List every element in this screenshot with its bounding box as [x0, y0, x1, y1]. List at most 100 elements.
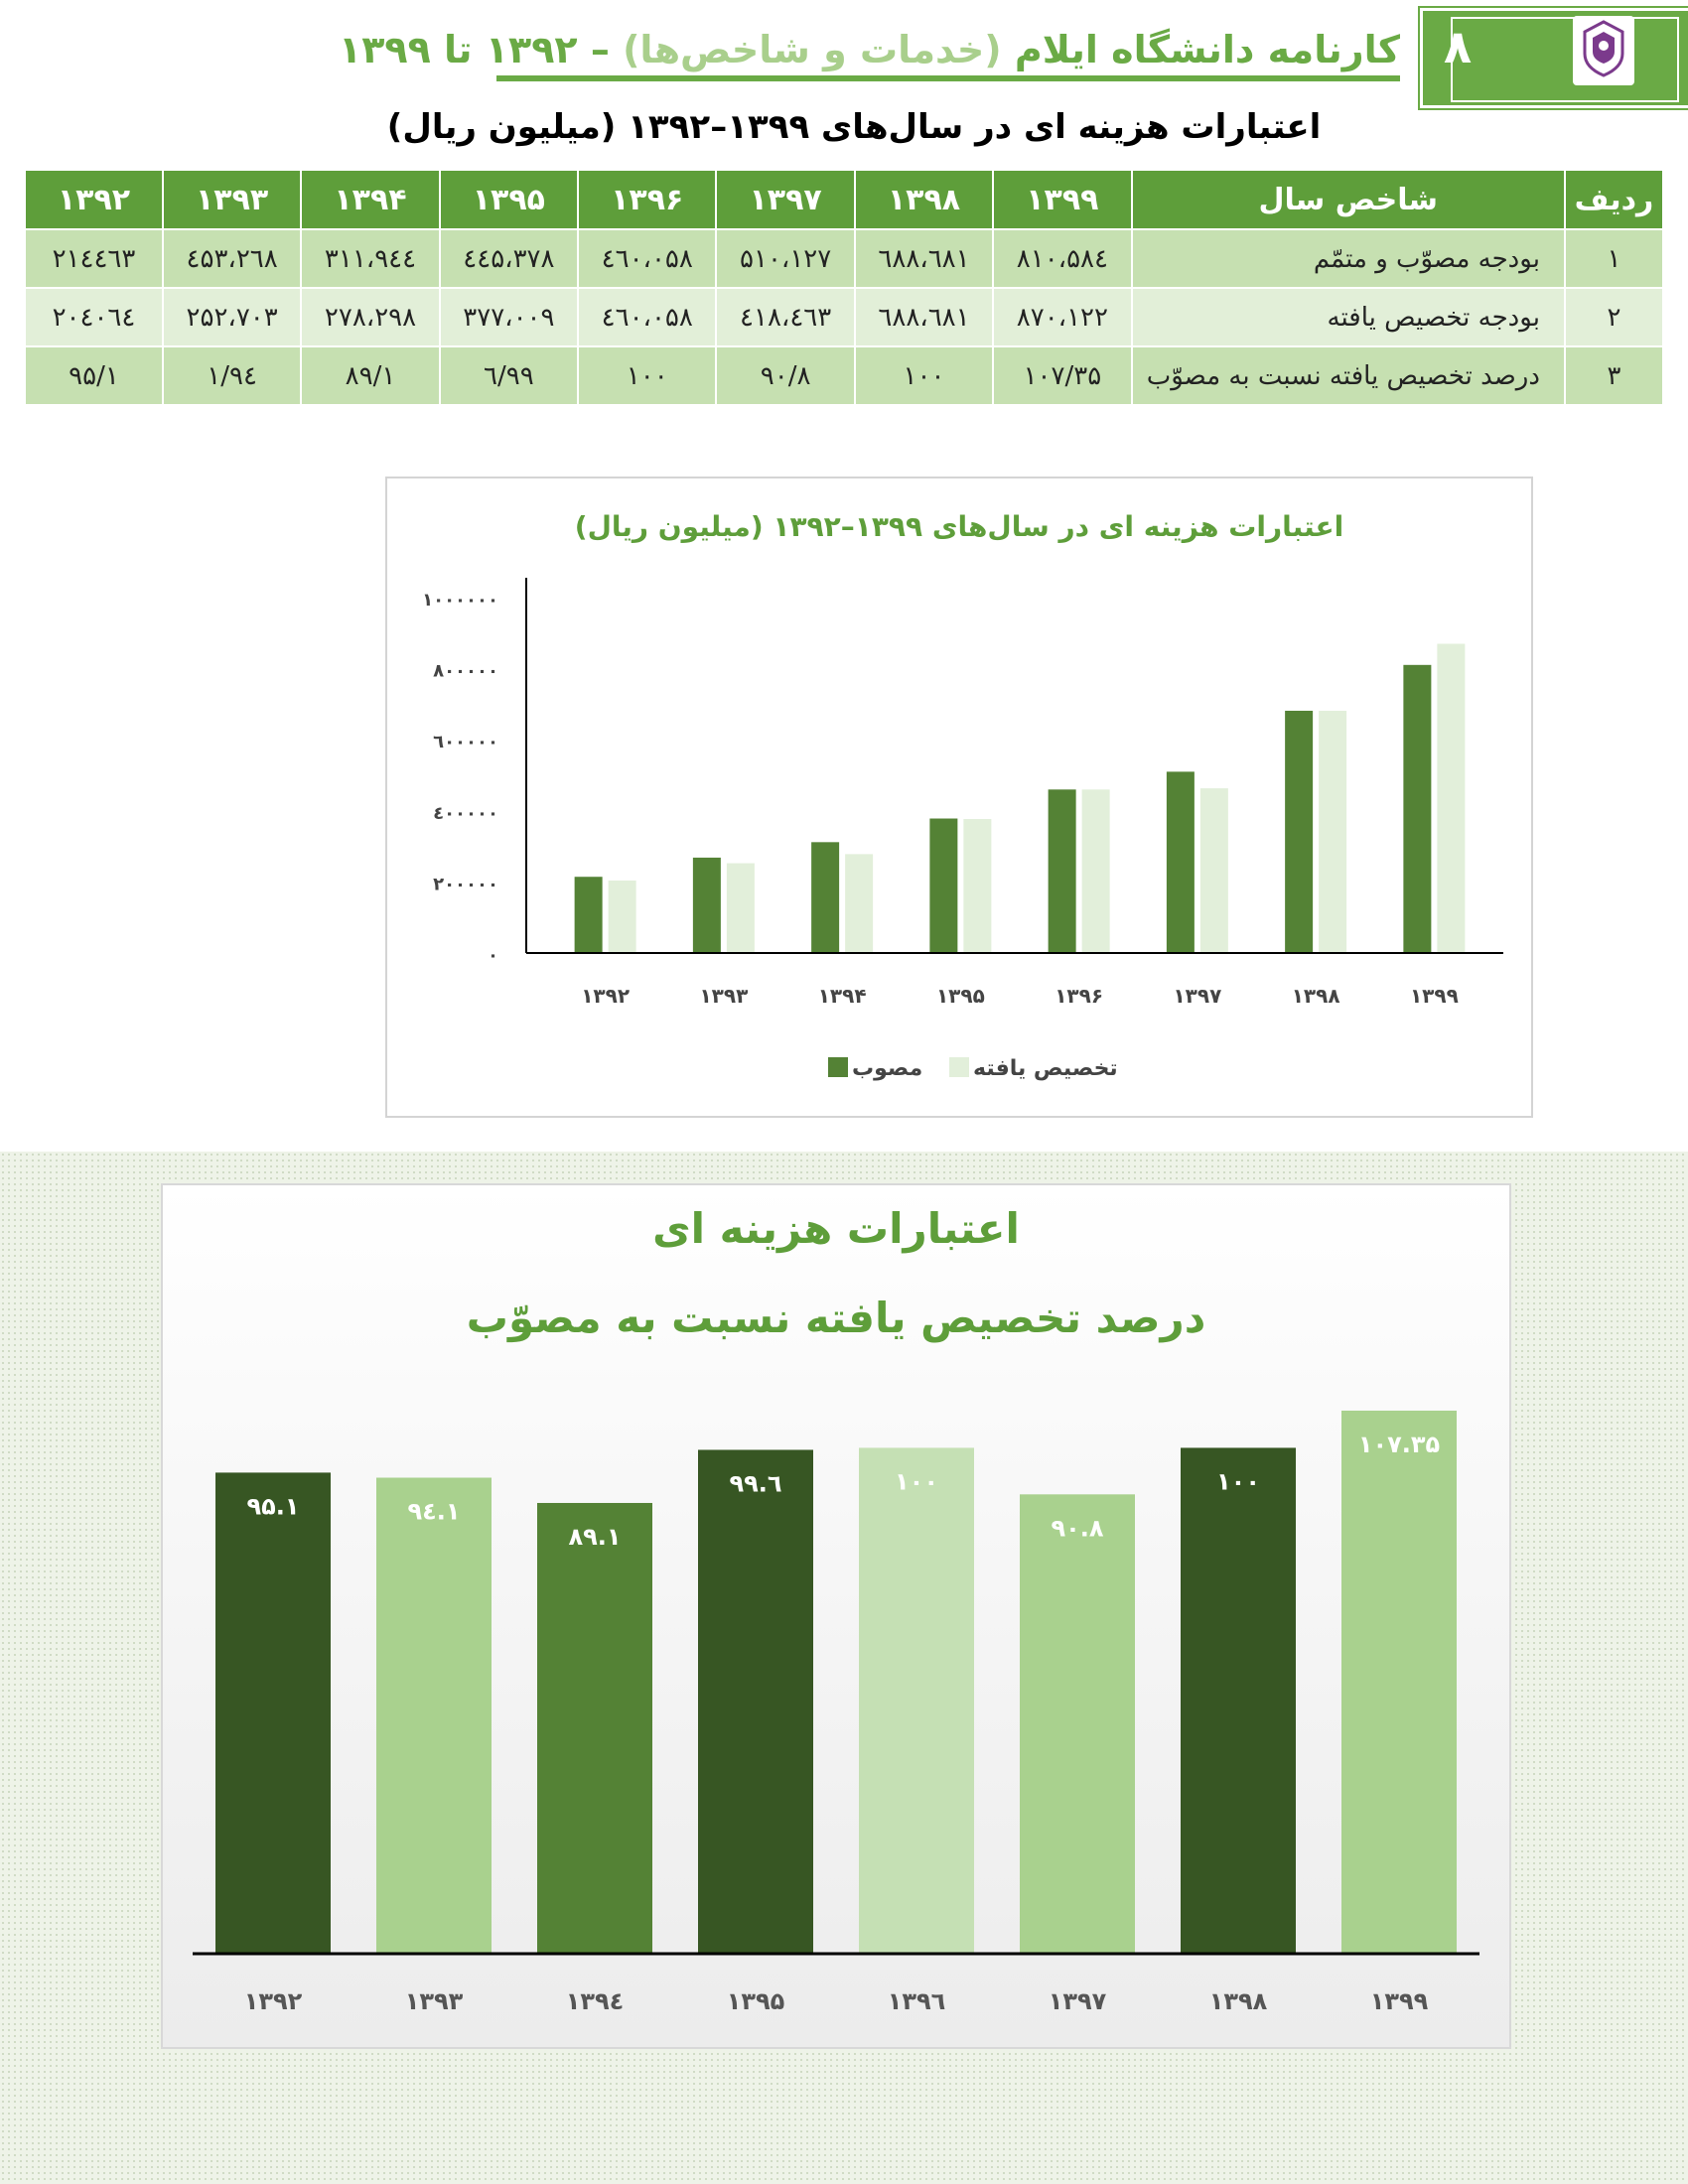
- percent-bar: [376, 1477, 492, 1954]
- chart1-y-axis: ۰ ۲۰۰۰۰۰ ٤۰۰۰۰۰ ٦۰۰۰۰۰ ۸۰۰۰۰۰ ۱۰۰۰۰۰۰: [422, 578, 527, 966]
- table-header-cell: ۱۳۹۷: [715, 169, 856, 230]
- y-tick-label: ۸۰۰۰۰۰: [433, 661, 498, 682]
- university-seal-icon: [1573, 16, 1634, 85]
- table-header-cell: ۱۳۹۶: [577, 169, 718, 230]
- chart-grouped-bar: اعتبارات هزینه ای در سال‌های ۱۳۹۹–۱۳۹۲ (…: [385, 477, 1533, 1118]
- x-tick-label: ۱۳۹۴: [818, 984, 867, 1008]
- table-cell: ٤٦۰،۰۵۸: [577, 287, 718, 347]
- bar-allocated: [1199, 788, 1228, 953]
- data-label: ۹٤.۱: [407, 1497, 460, 1525]
- row-index-cell: ۳: [1563, 345, 1665, 406]
- row-index-cell: ۲: [1563, 287, 1665, 347]
- bar-approved: [1048, 789, 1076, 953]
- percent-bar: [215, 1472, 331, 1954]
- x-tick-label: ۱۳۹۲: [244, 1987, 303, 2015]
- table-header-cell: ۱۳۹۹: [992, 169, 1133, 230]
- x-tick-label: ۱۳۹۹: [1410, 984, 1459, 1008]
- table-cell: ٦۸۱،٦۸۸: [853, 228, 995, 289]
- percent-bar: [1020, 1494, 1135, 1954]
- x-tick-label: ۱۳۹۷: [1049, 1987, 1107, 2015]
- table-cell: ۳۱۱،۹٤٤: [300, 228, 441, 289]
- chart2-title-line2: درصد تخصیص یافته نسبت به مصوّب: [467, 1294, 1206, 1343]
- header-title-years: – ۱۳۹۲ تا ۱۳۹۹: [339, 28, 624, 71]
- table-cell: ۲۵۲،۷۰۳: [161, 287, 303, 347]
- table-cell: ۱۰۷/۳۵: [992, 345, 1133, 406]
- table-cell: ۳۷۸،٤٤۵: [438, 228, 580, 289]
- chart1-svg: اعتبارات هزینه ای در سال‌های ۱۳۹۹–۱۳۹۲ (…: [422, 510, 1503, 1081]
- table-cell: ۹۵/۱: [24, 345, 164, 406]
- data-label: ۹۹.٦: [729, 1469, 781, 1497]
- percent-bar: [698, 1449, 813, 1954]
- y-tick-label: ٤۰۰۰۰۰: [433, 803, 498, 824]
- header-badge: [1420, 8, 1688, 108]
- bar-allocated: [1081, 789, 1110, 953]
- table-cell: ۸۹/۱: [300, 345, 441, 406]
- table-cell: ۲۷۸،۲۹۸: [300, 287, 441, 347]
- page-header-title: کارنامه دانشگاه ایلام (خدمات و شاخص‌ها) …: [339, 28, 1400, 81]
- bar-approved: [1403, 664, 1432, 953]
- table-cell: ۸۱۰،۵۸٤: [992, 228, 1133, 289]
- bar-approved: [1285, 710, 1314, 953]
- bar-allocated: [963, 819, 992, 953]
- table-header-cell: ۱۳۹۴: [300, 169, 441, 230]
- table-header-cell: ۱۳۹۲: [24, 169, 164, 230]
- data-label: ۹۵.۱: [246, 1492, 299, 1520]
- x-tick-label: ۱۳۹۵: [936, 984, 985, 1008]
- table-header-cell: ۱۳۹۸: [853, 169, 995, 230]
- bar-allocated: [1319, 710, 1347, 953]
- bar-approved: [811, 842, 840, 953]
- data-label: ۱۰۷.۳۵: [1358, 1431, 1440, 1458]
- bar-allocated: [608, 880, 636, 953]
- chart-percent-bar: اعتبارات هزینه ای درصد تخصیص یافته نسبت …: [161, 1183, 1511, 2049]
- table-cell: ٤٦۰،۰۵۸: [577, 228, 718, 289]
- table-cell: ۹۹/٦: [438, 345, 580, 406]
- x-tick-label: ۱۳۹۸: [1292, 984, 1340, 1008]
- legend-swatch: [828, 1057, 848, 1077]
- table-cell: ٤٦۳،٤۱۸: [715, 287, 856, 347]
- table-row: ۳ درصد تخصیص یافته نسبت به مصوّب ۱۰۷/۳۵ ۱۰۰…: [24, 345, 1665, 406]
- chart2-svg: اعتبارات هزینه ای درصد تخصیص یافته نسبت …: [193, 1204, 1479, 2015]
- percent-bar: [537, 1502, 652, 1954]
- percent-bar: [1181, 1447, 1296, 1954]
- table-header-cell: ردیف: [1563, 169, 1665, 230]
- bar-allocated: [726, 863, 755, 953]
- x-tick-label: ۱۳۹۷: [1173, 984, 1221, 1008]
- x-tick-label: ۱۳۹۳: [699, 984, 748, 1008]
- bar-allocated: [845, 854, 874, 953]
- chart2-title-line1: اعتبارات هزینه ای: [652, 1204, 1020, 1254]
- x-tick-label: ۱۳۹٤: [566, 1987, 625, 2015]
- table-row: ۲ بودجه تخصیص یافته ۸۷۰،۱۲۲ ٦۸۱،٦۸۸ ٤٦۳،٤۱۸ ٤…: [24, 287, 1665, 347]
- chart1-title: اعتبارات هزینه ای در سال‌های ۱۳۹۹–۱۳۹۲ (…: [575, 510, 1343, 543]
- page-number: ۸: [1443, 20, 1473, 73]
- budget-table: ردیف شاخص سال ۱۳۹۹ ۱۳۹۸ ۱۳۹۷ ۱۳۹۶ ۱۳۹۵ ۱۳۹۴ ۱۳۹۳…: [24, 169, 1665, 406]
- y-tick-label: ۱۰۰۰۰۰۰: [422, 590, 498, 611]
- chart2-bars: ۹۵.۱ ۹٤.۱ ۸۹.۱ ۹۹.٦ ۱۰۰ ۹۰.۸ ۱۰۰ ۱۰۷.۳۵: [215, 1410, 1457, 1954]
- table-cell: ۱۰۰: [853, 345, 995, 406]
- data-label: ۱۰۰: [1216, 1467, 1260, 1495]
- table-cell: ۲٦۸،٤۵۳: [161, 228, 303, 289]
- row-label-cell: بودجه تخصیص یافته: [1130, 287, 1566, 347]
- table-body: ۱ بودجه مصوّب و متمّم ۸۱۰،۵۸٤ ٦۸۱،٦۸۸ ۵۱۰،۱۲…: [24, 228, 1665, 406]
- chart1-x-axis: ۱۳۹۲ ۱۳۹۳ ۱۳۹۴ ۱۳۹۵ ۱۳۹۶ ۱۳۹۷ ۱۳۹۸ ۱۳۹۹: [526, 952, 1503, 1008]
- bar-allocated: [1437, 643, 1466, 953]
- chart1-legend: مصوب تخصیص یافته: [828, 1056, 1118, 1081]
- chart1-bars: [574, 643, 1466, 953]
- header-title-paren: (خدمات و شاخص‌ها): [623, 28, 1002, 71]
- y-tick-label: ۰: [488, 945, 498, 966]
- table-header-cell: ۱۳۹۵: [438, 169, 580, 230]
- legend-label: مصوب: [852, 1056, 922, 1081]
- table-cell: ٦۸۱،٦۸۸: [853, 287, 995, 347]
- table-header-cell: ۱۳۹۳: [161, 169, 303, 230]
- x-tick-label: ۱۳۹۶: [1055, 984, 1103, 1008]
- table-title: اعتبارات هزینه ای در سال‌های ۱۳۹۹–۱۳۹۲ (…: [386, 107, 1322, 147]
- data-label: ۸۹.۱: [568, 1523, 621, 1551]
- y-tick-label: ۲۰۰۰۰۰: [433, 874, 498, 894]
- row-label-cell: درصد تخصیص یافته نسبت به مصوّب: [1130, 345, 1566, 406]
- x-tick-label: ۱۳۹۵: [727, 1987, 785, 2015]
- row-label-cell: بودجه مصوّب و متمّم: [1130, 228, 1566, 289]
- chart2-x-axis: ۱۳۹۲ ۱۳۹۳ ۱۳۹٤ ۱۳۹۵ ۱۳۹٦ ۱۳۹۷ ۱۳۹۸ ۱۳۹۹: [193, 1952, 1479, 2015]
- x-tick-label: ۱۳۹۲: [581, 984, 630, 1008]
- table-cell: ۲۱٤٤٦۳: [24, 228, 164, 289]
- percent-bar: [859, 1447, 974, 1954]
- bar-approved: [1166, 771, 1195, 953]
